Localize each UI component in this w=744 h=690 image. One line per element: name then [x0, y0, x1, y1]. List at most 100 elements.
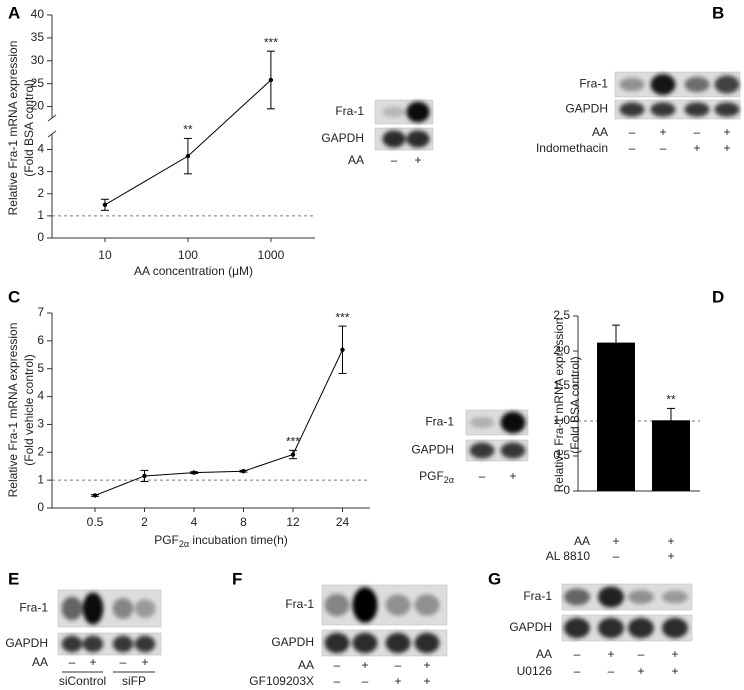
- blot-band: [469, 442, 495, 459]
- condition-sign: –: [391, 153, 398, 167]
- x-tick-label: 24: [336, 515, 350, 529]
- panel-letter: G: [488, 569, 501, 588]
- blot-row-label: GAPDH: [509, 620, 552, 634]
- significance-label: **: [183, 123, 193, 137]
- y-tick-label: 3: [37, 417, 44, 431]
- condition-sign: –: [479, 469, 486, 483]
- blot-band: [628, 590, 654, 604]
- condition-sign: –: [574, 647, 581, 661]
- blot-band: [650, 74, 676, 95]
- blot-band: [469, 416, 495, 429]
- panel-letter: E: [8, 569, 19, 588]
- y-tick-label: 2: [37, 444, 44, 458]
- blot-band: [112, 598, 134, 619]
- blot-row-label: GAPDH: [271, 635, 314, 649]
- data-point: [102, 202, 108, 208]
- blot-band: [564, 588, 590, 606]
- blot-band: [382, 130, 406, 148]
- y-tick-label: 0.5: [553, 448, 570, 462]
- x-axis-label-part: incubation time(h): [189, 533, 288, 547]
- condition-sign: –: [629, 141, 636, 155]
- blot-bands: [324, 587, 440, 623]
- y-axis-label: (Fold BSA control): [568, 356, 582, 453]
- blot-band: [406, 101, 430, 123]
- condition-sign: +: [667, 534, 674, 548]
- panel-letter: F: [232, 569, 242, 588]
- blot-band: [414, 632, 440, 654]
- condition-sign: +: [509, 469, 516, 483]
- blot-band: [564, 617, 590, 639]
- y-tick-label: 30: [31, 53, 45, 67]
- condition-label: AA: [536, 647, 552, 661]
- y-axis-label: Relative Fra-1 mRNA expression: [6, 41, 20, 216]
- data-point: [241, 469, 246, 474]
- blot-bands: [61, 635, 156, 653]
- data-point: [340, 347, 345, 352]
- y-tick-label: 2.0: [553, 343, 570, 357]
- condition-sign: –: [660, 141, 667, 155]
- y-tick-label: 6: [37, 333, 44, 347]
- blot-row-label: Fra-1: [425, 415, 454, 429]
- significance-label: ***: [264, 35, 278, 49]
- condition-sign: –: [574, 664, 581, 678]
- condition-label: GF109203X: [249, 674, 314, 688]
- condition-label: AA: [592, 125, 608, 139]
- blot-row-label: Fra-1: [19, 601, 48, 615]
- blot-bands: [619, 102, 740, 117]
- y-tick-label: 1: [37, 208, 44, 222]
- data-point: [191, 470, 197, 475]
- blot-row-label: GAPDH: [411, 443, 454, 457]
- x-tick-label: 8: [240, 515, 247, 529]
- condition-sign: –: [395, 658, 402, 672]
- condition-sign: +: [667, 549, 674, 563]
- blot-row-label: Fra-1: [523, 589, 552, 603]
- blot-band: [714, 102, 740, 117]
- x-axis-label-part: 2α: [179, 539, 189, 549]
- y-tick-label: 4: [37, 142, 44, 156]
- y-axis-label: Relative Fra-1 mRNA expression: [6, 323, 20, 498]
- condition-sign: +: [671, 664, 678, 678]
- data-point: [142, 473, 147, 479]
- blot-row-label: GAPDH: [565, 102, 608, 116]
- condition-sign: +: [723, 125, 730, 139]
- data-point: [185, 153, 191, 159]
- y-tick-label: 40: [31, 7, 45, 21]
- blot-band: [61, 596, 83, 621]
- y-tick-label: 5: [37, 361, 44, 375]
- blot-band: [352, 587, 378, 623]
- condition-label: AA: [298, 658, 314, 672]
- condition-sign: +: [671, 647, 678, 661]
- blot-bands: [382, 130, 430, 148]
- axis-break: [47, 130, 57, 138]
- blot-band: [619, 102, 645, 117]
- y-tick-label: 7: [37, 305, 44, 319]
- x-tick-label: 1000: [258, 248, 285, 262]
- condition-sign: +: [607, 647, 614, 661]
- y-tick-label: 25: [31, 76, 45, 90]
- condition-sign: –: [694, 125, 701, 139]
- condition-sign: +: [423, 674, 430, 688]
- blot-band: [619, 77, 645, 92]
- blot-band: [382, 106, 406, 118]
- blot-strip: [57, 632, 162, 656]
- blot-bands: [469, 411, 526, 434]
- y-tick-label: 4: [37, 389, 44, 403]
- x-axis-label-part: PGF: [154, 533, 179, 547]
- y-tick-label: 35: [31, 30, 45, 44]
- condition-label: U0126: [517, 664, 553, 678]
- y-axis-label: Relative Fra-1 mRNA expression: [552, 318, 566, 493]
- blot-bands: [564, 617, 688, 639]
- condition-sign: +: [693, 141, 700, 155]
- condition-sign: +: [637, 664, 644, 678]
- blot-band: [650, 102, 676, 117]
- blot-bands: [324, 632, 440, 654]
- blot-band: [112, 635, 134, 653]
- x-axis-label: AA concentration (μM): [134, 264, 253, 278]
- condition-label: Indomethacin: [536, 141, 608, 155]
- data-point: [92, 493, 98, 498]
- x-tick-label: 4: [191, 515, 198, 529]
- blot-row-label: GAPDH: [5, 636, 48, 650]
- error-bar: [612, 324, 620, 361]
- x-tick-label: 2: [141, 515, 148, 529]
